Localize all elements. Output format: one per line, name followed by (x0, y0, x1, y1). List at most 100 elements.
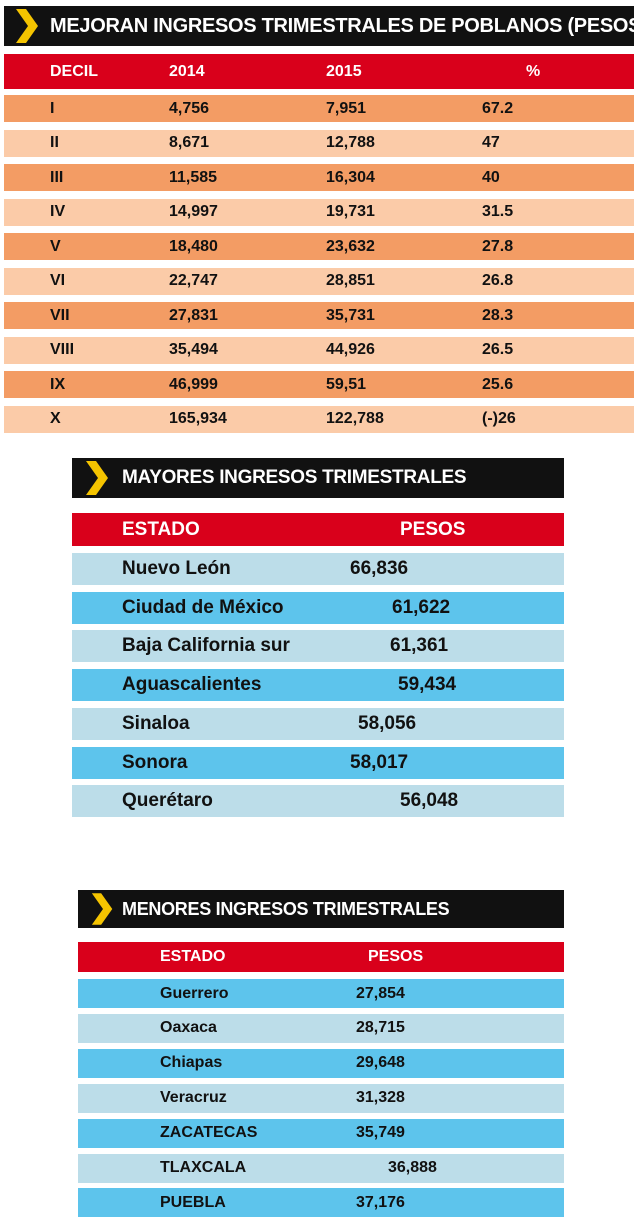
table3-cell-col1: 28,715 (356, 1019, 405, 1037)
table2-cell-col1: 61,622 (392, 596, 451, 618)
table1-cell-col3: 67.2 (482, 99, 514, 117)
table2-title: MAYORES INGRESOS TRIMESTRALES (122, 467, 467, 488)
table1-cell-col2: 59,51 (326, 375, 367, 393)
table2-row: Sinaloa 58,056 (72, 707, 564, 740)
table1-cell-col0: I (50, 99, 55, 117)
table2-cell-col1: 61,361 (390, 635, 449, 657)
table2-cell-col0: Sinaloa (122, 712, 190, 734)
table1-header-decil: DECIL (50, 62, 98, 80)
table1-cell-col3: 47 (482, 134, 500, 151)
table1-cell-col1: 165,934 (169, 410, 227, 427)
table2-row: Aguascalientes 59,434 (72, 669, 564, 702)
table1-cell-col2: 12,788 (326, 134, 375, 151)
table3-header-pesos: PESOS (368, 948, 424, 965)
table1-cell-col1: 35,494 (169, 341, 218, 358)
table1-row: VIII 35,494 44,926 26.5 (4, 336, 634, 364)
table1-cell-col1: 11,585 (169, 168, 218, 186)
table2-cell-col1: 58,017 (350, 751, 409, 773)
table2-row: Baja California sur 61,361 (72, 630, 564, 663)
table1-row: X 165,934 122,788 (-)26 (4, 405, 634, 433)
table3-header-row: ESTADO PESOS (78, 942, 564, 972)
table1-cell-col0: IV (50, 203, 66, 220)
table1-cell-col1: 4,756 (169, 99, 210, 117)
table1-cell-col3: 25.6 (482, 375, 514, 393)
table2-cell-col0: Ciudad de México (122, 596, 284, 618)
table1-cell-col0: III (50, 168, 64, 186)
table1-cell-col1: 46,999 (169, 375, 218, 393)
table1-cell-col3: 26.5 (482, 341, 514, 358)
table3-row: PUEBLA 37,176 (78, 1188, 564, 1218)
table1-cell-col2: 35,731 (326, 306, 375, 324)
table1-row: IX 46,999 59,51 25.6 (4, 371, 634, 398)
table1-cell-col2: 122,788 (326, 410, 384, 427)
chevron-right-icon (86, 461, 108, 495)
table1-cell-col2: 7,951 (326, 99, 367, 117)
table1-cell-col2: 44,926 (326, 341, 375, 358)
table1-row: IV 14,997 19,731 31.5 (4, 198, 634, 226)
table3-row: Chiapas 29,648 (78, 1048, 564, 1078)
table2-cell-col1: 66,836 (350, 558, 409, 579)
table1-cell-col0: II (50, 134, 59, 151)
table1-cell-col1: 27,831 (169, 306, 218, 324)
table1-cell-col0: IX (50, 375, 66, 393)
table3-cell-col0: Oaxaca (160, 1019, 217, 1037)
table1-cell-col3: 40 (482, 168, 500, 186)
table1-row: VI 22,747 28,851 26.8 (4, 267, 634, 295)
table3-cell-col1: 29,648 (356, 1054, 405, 1072)
table2-cell-col1: 56,048 (400, 790, 459, 812)
table3-cell-col1: 35,749 (356, 1124, 405, 1142)
table2-cell-col1: 58,056 (358, 712, 417, 734)
table2-cell-col0: Querétaro (122, 790, 213, 812)
table1-cell-col1: 22,747 (169, 272, 218, 289)
table3-row: Oaxaca 28,715 (78, 1013, 564, 1043)
chevron-right-icon (91, 893, 113, 925)
table1-cell-col3: (-)26 (482, 410, 516, 427)
table1-cell-col0: X (50, 410, 61, 427)
table1-cell-col2: 28,851 (326, 272, 375, 289)
table3-cell-col0: ZACATECAS (160, 1124, 258, 1142)
table1-title-bar: MEJORAN INGRESOS TRIMESTRALES DE POBLANO… (4, 6, 640, 46)
table1-cell-col0: VII (50, 306, 70, 324)
table1-row: V 18,480 23,632 27.8 (4, 233, 634, 260)
table3-cell-col0: PUEBLA (160, 1193, 226, 1211)
table1-row: III 11,585 16,304 40 (4, 164, 634, 191)
table3-row: Veracruz 31,328 (78, 1083, 564, 1113)
table2-cell-col0: Sonora (122, 751, 188, 773)
table1-cell-col1: 14,997 (169, 203, 218, 220)
table1-cell-col0: VI (50, 272, 66, 289)
table2-row: Sonora 58,017 (72, 746, 564, 779)
table3-cell-col0: Chiapas (160, 1054, 223, 1072)
table1-cell-col3: 28.3 (482, 306, 514, 324)
table3-cell-col1: 36,888 (388, 1159, 437, 1176)
table3-row: Guerrero 27,854 (78, 979, 564, 1008)
table3-title: MENORES INGRESOS TRIMESTRALES (122, 898, 450, 919)
table3-title-bar: MENORES INGRESOS TRIMESTRALES (78, 890, 564, 928)
table2-cell-col0: Aguascalientes (122, 674, 262, 696)
table3-cell-col0: TLAXCALA (160, 1159, 247, 1176)
table1-cell-col2: 23,632 (326, 237, 375, 255)
table1-header-2015: 2015 (326, 62, 362, 80)
table2-header-estado: ESTADO (122, 518, 200, 540)
table3-cell-col0: Veracruz (160, 1089, 227, 1107)
chevron-right-icon (16, 9, 38, 43)
table1-cell-col1: 18,480 (169, 237, 218, 255)
table1-cell-col2: 19,731 (326, 203, 375, 220)
table3-row: ZACATECAS 35,749 (78, 1118, 564, 1148)
table3-cell-col1: 37,176 (356, 1193, 405, 1211)
table2-row: Ciudad de México 61,622 (72, 591, 564, 624)
table1-cell-col2: 16,304 (326, 168, 375, 186)
table3-header-estado: ESTADO (160, 948, 226, 965)
table2-row: Nuevo León 66,836 (72, 553, 564, 585)
table1-row: II 8,671 12,788 47 (4, 129, 634, 157)
table2-cell-col1: 59,434 (398, 674, 457, 696)
table1-cell-col1: 8,671 (169, 134, 210, 151)
table1-cell-col3: 26.8 (482, 272, 514, 289)
table2-header-row: ESTADO PESOS (72, 513, 564, 546)
table1-row: I 4,756 7,951 67.2 (4, 95, 634, 122)
table1-row: VII 27,831 35,731 28.3 (4, 302, 634, 329)
table1-cell-col3: 27.8 (482, 237, 514, 255)
table2-title-bar: MAYORES INGRESOS TRIMESTRALES (72, 458, 564, 498)
table1-cell-col0: VIII (50, 341, 75, 358)
table1-cell-col0: V (50, 237, 61, 255)
table1-header-row: DECIL 2014 2015 % (4, 54, 634, 89)
